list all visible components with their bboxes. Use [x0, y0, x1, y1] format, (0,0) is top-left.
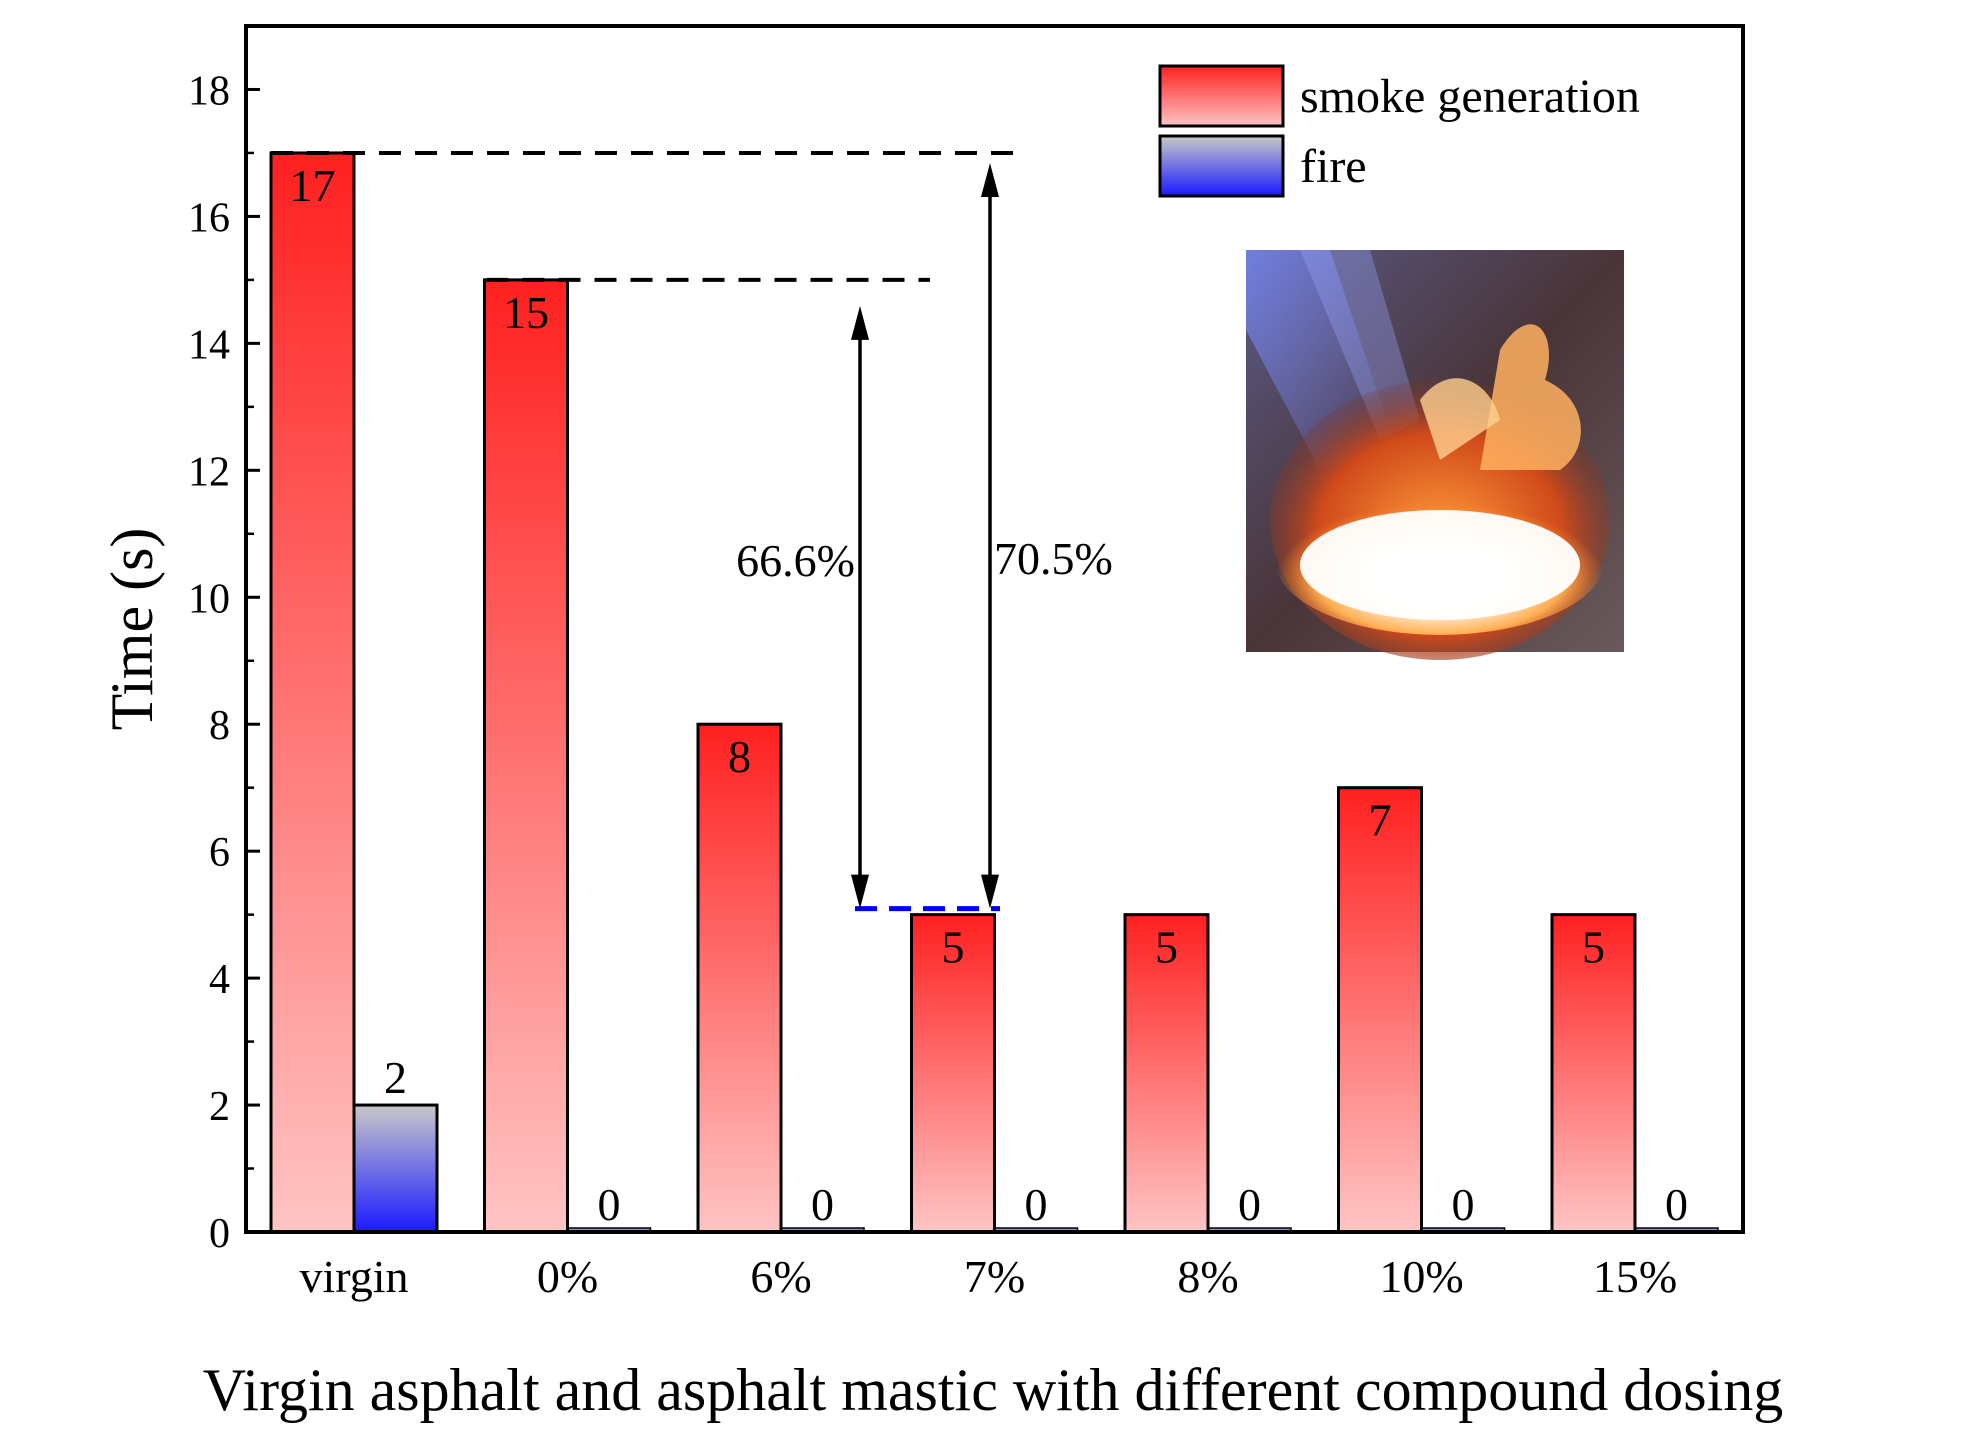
data-labels-group: 17 2 15 0 8 0 5 0 5 0 7 0 5 0 — [290, 160, 1689, 1230]
annotation-70-5: 70.5% — [994, 533, 1113, 584]
arrow-66-head-top — [851, 305, 869, 340]
y-tick-label: 6 — [209, 830, 230, 876]
arrow-70-head-top — [981, 162, 999, 197]
bar-fire-0 — [352, 1103, 439, 1234]
y-tick-label: 2 — [209, 1084, 230, 1130]
y-tick-label: 10 — [188, 576, 230, 622]
bar-smoke-4 — [1123, 913, 1210, 1234]
bar-smoke-5 — [1337, 786, 1423, 1234]
y-tick-label: 16 — [188, 195, 230, 241]
reference-lines — [271, 150, 1026, 912]
x-tick-label: 15% — [1593, 1251, 1677, 1302]
x-tick-label: 8% — [1177, 1251, 1238, 1302]
flame-photo — [1246, 250, 1624, 660]
y-axis-title: Time (s) — [99, 528, 165, 731]
arrow-66-head-bottom — [851, 874, 869, 909]
data-label-fire-2: 0 — [811, 1179, 834, 1230]
data-label-fire-1: 0 — [598, 1179, 621, 1230]
annotation-66-6: 66.6% — [736, 535, 855, 586]
data-label-fire-4: 0 — [1238, 1179, 1261, 1230]
data-label-fire-5: 0 — [1452, 1179, 1475, 1230]
y-tick-label: 8 — [209, 703, 230, 749]
bar-smoke-1 — [483, 278, 569, 1234]
bar-smoke-0 — [269, 151, 356, 1234]
y-tick-label: 14 — [188, 322, 230, 368]
data-label-fire-6: 0 — [1665, 1179, 1688, 1230]
x-tick-label: 10% — [1379, 1251, 1463, 1302]
legend-label-fire: fire — [1300, 140, 1367, 193]
data-label-smoke-0: 17 — [290, 160, 336, 211]
bar-smoke-2 — [696, 722, 783, 1234]
reduction-arrows: 66.6% 70.5% — [736, 162, 1113, 909]
legend: smoke generation fire — [1158, 64, 1640, 198]
x-tick-label: 6% — [750, 1251, 811, 1302]
y-axis-ticks: 0 2 4 6 8 10 12 14 16 18 — [188, 68, 260, 1257]
legend-swatch-smoke — [1158, 64, 1285, 128]
x-tick-label: virgin — [299, 1251, 408, 1302]
x-axis-ticks: virgin 0% 6% 7% 8% 10% 15% — [299, 1220, 1677, 1302]
y-tick-label: 0 — [209, 1211, 230, 1257]
data-label-fire-0: 2 — [384, 1052, 407, 1103]
y-tick-label: 4 — [209, 957, 230, 1003]
axes: 0 2 4 6 8 10 12 14 16 18 virgin 0% 6% 7% 8% 10% 15% Tim… — [99, 24, 1784, 1423]
y-tick-label: 18 — [188, 68, 230, 114]
bar-smoke-6 — [1550, 913, 1637, 1234]
data-label-smoke-6: 5 — [1582, 922, 1605, 973]
x-tick-label: 0% — [537, 1251, 598, 1302]
data-label-smoke-5: 7 — [1369, 795, 1392, 846]
legend-swatch-fire — [1158, 134, 1285, 198]
y-tick-label: 12 — [188, 449, 230, 495]
data-label-smoke-1: 15 — [503, 287, 549, 338]
legend-label-smoke: smoke generation — [1300, 70, 1640, 123]
data-label-smoke-4: 5 — [1155, 922, 1178, 973]
data-label-smoke-3: 5 — [942, 922, 965, 973]
x-axis-title: Virgin asphalt and asphalt mastic with d… — [203, 1357, 1784, 1423]
x-tick-label: 7% — [964, 1251, 1025, 1302]
data-label-fire-3: 0 — [1025, 1179, 1048, 1230]
data-label-smoke-2: 8 — [728, 731, 751, 782]
arrow-70-head-bottom — [981, 874, 999, 909]
